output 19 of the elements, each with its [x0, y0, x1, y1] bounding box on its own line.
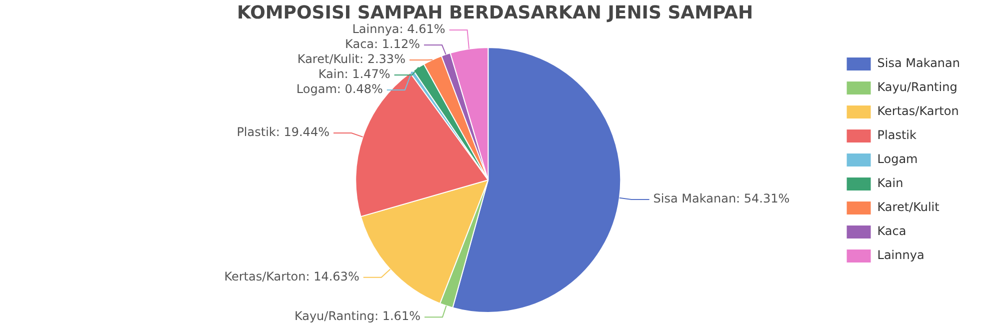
data-label: Karet/Kulit: 2.33% — [297, 52, 406, 66]
legend-label: Lainnya — [877, 248, 924, 262]
legend-label: Kertas/Karton — [877, 104, 959, 118]
data-label: Kaca: 1.12% — [345, 37, 420, 52]
data-label: Lainnya: 4.61% — [352, 22, 446, 36]
data-label: Logam: 0.48% — [296, 82, 383, 96]
legend-label: Sisa Makanan — [877, 56, 960, 70]
legend-label: Kayu/Ranting — [877, 80, 958, 94]
legend-label: Kain — [877, 176, 904, 190]
data-label: Sisa Makanan: 54.31% — [653, 192, 790, 206]
data-label: Kayu/Ranting: 1.61% — [294, 309, 420, 324]
chart-title: KOMPOSISI SAMPAH BERDASARKAN JENIS SAMPAH — [236, 2, 754, 24]
legend-label: Kaca — [877, 224, 906, 238]
data-label: Kain: 1.47% — [318, 67, 390, 82]
legend-label: Karet/Kulit — [877, 200, 940, 214]
legend-label: Logam — [877, 152, 918, 166]
data-label: Plastik: 19.44% — [236, 125, 330, 140]
data-label: Kertas/Karton: 14.63% — [224, 269, 360, 284]
legend-label: Plastik — [877, 128, 916, 142]
